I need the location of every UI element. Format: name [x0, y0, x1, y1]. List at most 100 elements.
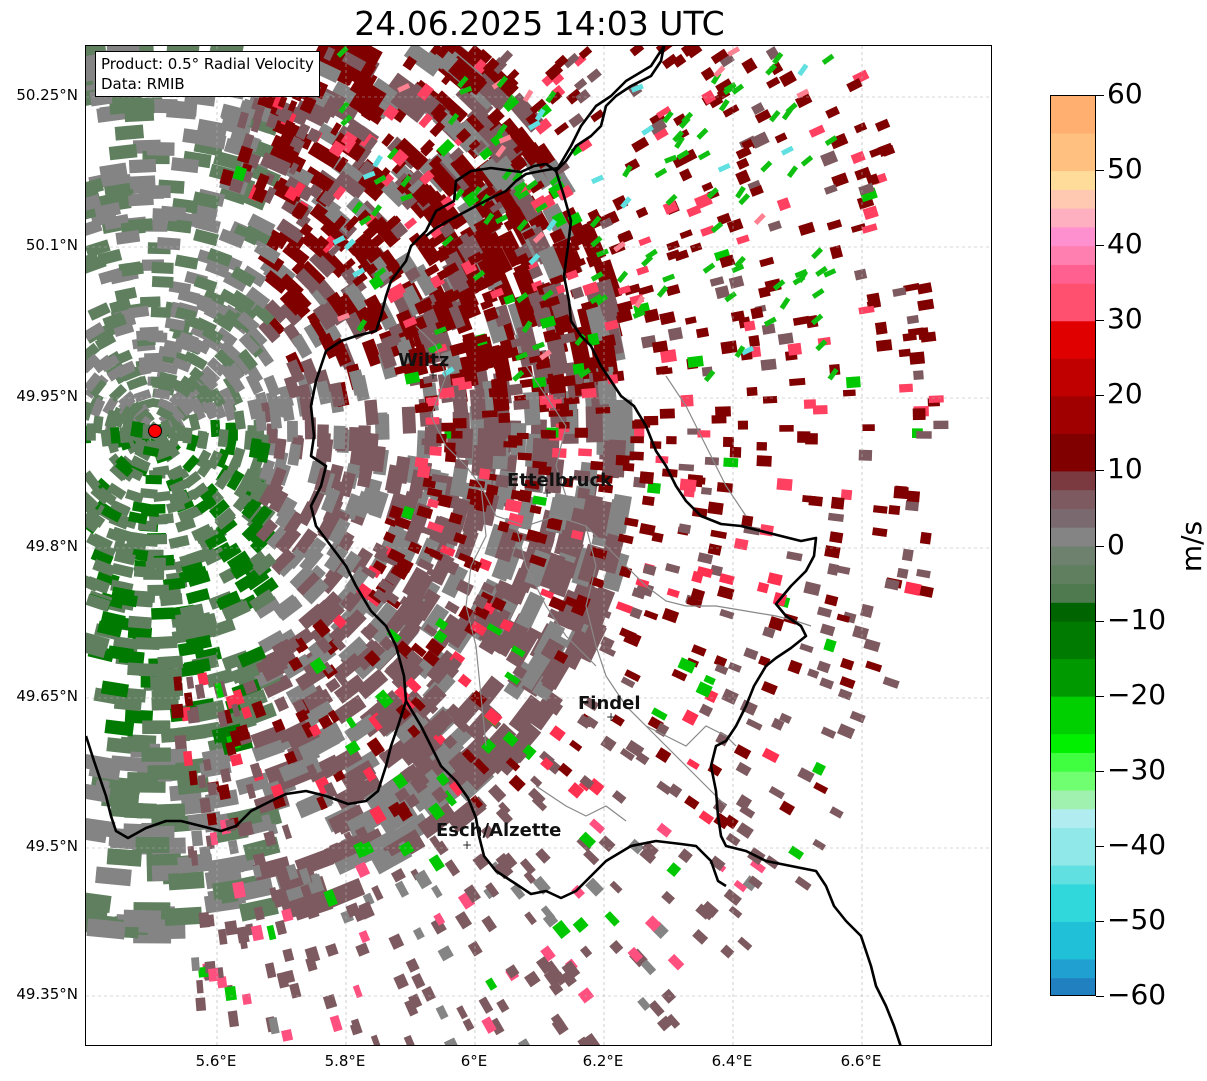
colorbar-tick	[1096, 95, 1104, 96]
colorbar-segment	[1051, 696, 1095, 716]
lat-label: 50.1°N	[25, 236, 78, 254]
data-source-label: Data: RMIB	[101, 75, 185, 93]
colorbar-segment	[1051, 452, 1095, 472]
colorbar-segment	[1051, 490, 1095, 510]
colorbar-segment	[1051, 396, 1095, 416]
colorbar-tick-label: 0	[1107, 527, 1125, 561]
colorbar-segment	[1051, 114, 1095, 135]
colorbar-segment	[1051, 921, 1095, 942]
radar-echo-layer	[86, 46, 949, 1045]
colorbar-segment	[1051, 358, 1095, 379]
colorbar-segment	[1051, 508, 1095, 529]
colorbar-segment	[1051, 865, 1095, 885]
colorbar-segment	[1051, 189, 1095, 210]
radar-map-canvas[interactable]	[86, 46, 992, 1046]
colorbar-segment	[1051, 771, 1095, 792]
city-label-ettelbruck: Ettelbruck	[507, 470, 613, 491]
colorbar-tick-label: −20	[1107, 677, 1167, 711]
colorbar-segment	[1051, 133, 1095, 153]
colorbar-segment	[1051, 208, 1095, 228]
colorbar-segment	[1051, 940, 1095, 960]
colorbar-segment	[1051, 283, 1095, 303]
colorbar-tick-label: 30	[1107, 302, 1143, 336]
colorbar-tick-label: −40	[1107, 827, 1167, 861]
colorbar-segment	[1051, 734, 1095, 754]
colorbar-segment	[1051, 471, 1095, 491]
colorbar-tick	[1096, 620, 1104, 622]
colorbar-segment	[1051, 677, 1095, 698]
lon-label: 5.6°E	[195, 1052, 237, 1070]
colorbar-tick	[1096, 470, 1104, 472]
colorbar-unit-label: m/s	[1175, 520, 1207, 573]
lon-label: 6°E	[460, 1052, 488, 1070]
colorbar-segment	[1051, 340, 1095, 360]
colorbar-segment	[1051, 752, 1095, 773]
lat-label: 49.5°N	[25, 837, 78, 855]
lat-label: 50.25°N	[16, 86, 78, 104]
city-marker-wiltz: +	[428, 368, 439, 382]
colorbar-segment	[1051, 302, 1095, 322]
velocity-colorbar	[1050, 95, 1096, 996]
colorbar-tick	[1096, 170, 1104, 172]
city-marker-esch-alzette: +	[462, 838, 473, 852]
colorbar-segment	[1051, 790, 1095, 810]
colorbar-segment	[1051, 527, 1095, 547]
colorbar-segment	[1051, 640, 1095, 660]
colorbar-segment	[1051, 884, 1095, 904]
lon-label: 6.2°E	[582, 1052, 624, 1070]
colorbar-tick-label: 10	[1107, 452, 1143, 486]
colorbar-segment	[1051, 903, 1095, 923]
colorbar-tick-label: −10	[1107, 602, 1167, 636]
colorbar-tick-label: −30	[1107, 752, 1167, 786]
colorbar-segment	[1051, 978, 1095, 995]
colorbar-segment	[1051, 321, 1095, 341]
city-marker-findel: +	[606, 710, 617, 724]
city-marker-ettelbruck: +	[542, 486, 553, 500]
colorbar-segment	[1051, 377, 1095, 397]
colorbar-tick	[1096, 320, 1104, 322]
figure-title: 24.06.2025 14:03 UTC	[354, 4, 725, 43]
radar-site-icon	[148, 424, 162, 438]
colorbar-tick	[1096, 245, 1104, 247]
colorbar-gradient	[1051, 96, 1095, 995]
city-label-wiltz: Wiltz	[398, 350, 450, 371]
lon-label: 6.4°E	[711, 1052, 753, 1070]
colorbar-tick	[1096, 545, 1104, 547]
colorbar-segment	[1051, 809, 1095, 829]
colorbar-segment	[1051, 246, 1095, 266]
colorbar-tick	[1096, 770, 1104, 772]
colorbar-tick	[1096, 996, 1104, 997]
colorbar-tick-label: −60	[1107, 978, 1167, 1011]
country-borders	[86, 46, 902, 1045]
lat-label: 49.65°N	[16, 687, 78, 705]
colorbar-tick	[1096, 395, 1104, 397]
colorbar-segment	[1051, 433, 1095, 454]
colorbar-tick-label: 50	[1107, 152, 1143, 186]
colorbar-segment	[1051, 715, 1095, 735]
colorbar-segment	[1051, 96, 1095, 116]
product-label: Product: 0.5° Radial Velocity	[101, 55, 314, 73]
colorbar-segment	[1051, 602, 1095, 623]
colorbar-segment	[1051, 659, 1095, 679]
colorbar-segment	[1051, 415, 1095, 435]
colorbar-tick	[1096, 695, 1104, 697]
map-panel[interactable]	[85, 45, 992, 1046]
colorbar-segment	[1051, 846, 1095, 867]
colorbar-tick	[1096, 920, 1104, 922]
gridlines	[86, 46, 991, 1045]
colorbar-segment	[1051, 959, 1095, 979]
colorbar-segment	[1051, 828, 1095, 848]
lat-label: 49.8°N	[25, 537, 78, 555]
colorbar-segment	[1051, 152, 1095, 172]
city-label-esch-alzette: Esch/Alzette	[436, 820, 562, 841]
lat-label: 49.95°N	[16, 387, 78, 405]
colorbar-tick-label: −50	[1107, 902, 1167, 936]
lat-label: 49.35°N	[16, 985, 78, 1003]
colorbar-tick	[1096, 845, 1104, 847]
colorbar-segment	[1051, 264, 1095, 285]
region-borders	[415, 325, 812, 822]
colorbar-segment	[1051, 171, 1095, 191]
city-label-findel: Findel	[578, 693, 641, 714]
colorbar-tick-label: 60	[1107, 77, 1143, 110]
